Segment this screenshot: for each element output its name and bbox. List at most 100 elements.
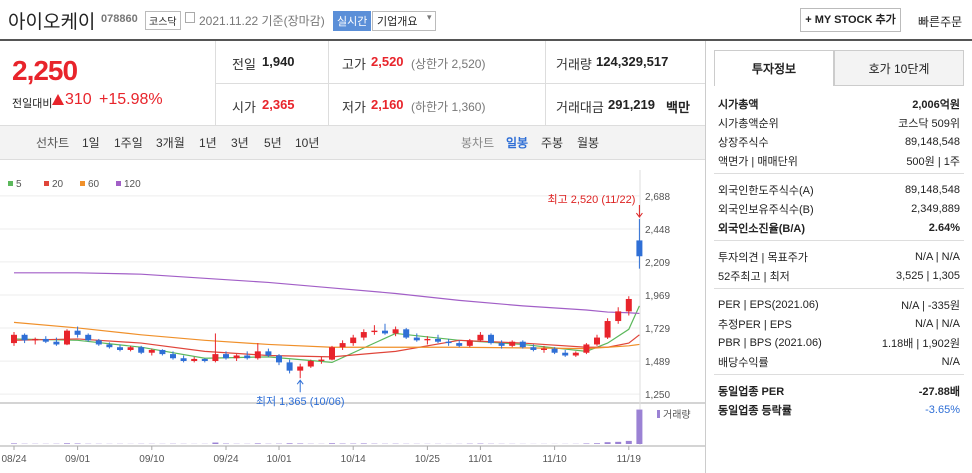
candle-body — [360, 332, 367, 338]
candle-body — [254, 351, 261, 359]
header-rule — [0, 39, 972, 41]
summary-label: 시가 — [232, 100, 256, 115]
candle-body — [551, 348, 558, 353]
candle-body — [297, 366, 304, 371]
volume-bar — [329, 443, 335, 444]
legend-swatch — [116, 181, 121, 186]
info-label: 52주최고 | 최저 — [718, 270, 790, 283]
info-row: 외국인소진율(B/A) 2.64% — [718, 218, 960, 237]
mystock-button[interactable]: + MY STOCK 추가 — [800, 8, 901, 32]
chart-tab[interactable]: 1일 — [82, 136, 100, 150]
info-value: -27.88배 — [918, 385, 960, 398]
ma-line — [13, 321, 640, 350]
info-label: 외국인보유주식수(B) — [718, 203, 814, 216]
info-row: 동일업종 PER -27.88배 — [718, 381, 960, 400]
x-tick-label: 09/10 — [139, 454, 164, 465]
chart-tab[interactable]: 1년 — [199, 136, 217, 150]
chart-tab[interactable]: 10년 — [295, 136, 320, 150]
candle-body — [350, 337, 357, 344]
candle-body — [191, 358, 198, 361]
side-separator — [714, 240, 964, 241]
candle-body — [435, 338, 441, 342]
chart-tab[interactable]: 1주일 — [114, 136, 143, 150]
y-tick-label: 1,729 — [645, 324, 670, 335]
info-row: 외국인한도주식수(A) 89,148,548 — [718, 180, 960, 199]
info-row: 투자의견 | 목표주가 N/A | N/A — [718, 247, 960, 266]
info-row: 외국인보유주식수(B) 2,349,889 — [718, 199, 960, 218]
info-value: N/A | -335원 — [901, 299, 960, 312]
legend-swatch — [80, 181, 85, 186]
high-annotation: 최고 2,520 (11/22) — [547, 193, 635, 206]
summary-label: 고가 — [342, 57, 366, 72]
candle-body — [53, 341, 60, 345]
candle-body — [477, 334, 484, 341]
chart-tab[interactable]: 3년 — [231, 136, 249, 150]
candle-body — [318, 359, 325, 361]
candle-body — [212, 354, 219, 361]
quick-order[interactable]: 빠른주문 — [918, 15, 963, 29]
realtime-badge[interactable]: 실시간 — [333, 11, 372, 31]
ma-line — [14, 272, 640, 315]
side-separator — [714, 173, 964, 174]
chart-tab[interactable]: 월봉 — [577, 136, 600, 150]
info-value: -3.65% — [925, 403, 960, 416]
candle-body — [488, 334, 494, 344]
change-label: 전일대비 — [12, 98, 53, 110]
candle-body — [392, 329, 399, 334]
y-tick-label: 1,969 — [645, 291, 670, 302]
overview-text: 기업개요 — [377, 16, 418, 28]
summary-value: 2,160 — [371, 97, 404, 112]
low-arrow — [296, 379, 304, 393]
summary-note: (상한가 2,520) — [411, 57, 486, 71]
info-row: 시가총액 2,006억원 — [718, 94, 960, 113]
overview-button[interactable]: 기업개요 ▾ — [372, 11, 437, 31]
candle-body — [85, 334, 92, 341]
candle-body — [604, 321, 611, 338]
info-value: N/A | N/A — [914, 317, 960, 330]
x-tick-label: 10/14 — [341, 454, 366, 465]
legend-label: 20 — [52, 179, 64, 190]
tab-bar — [0, 125, 705, 160]
chart-tab[interactable]: 5년 — [264, 136, 282, 150]
current-price: 2,250 — [12, 55, 78, 86]
side-tab[interactable]: 투자정보 — [714, 50, 834, 86]
chart-tab[interactable]: 3개월 — [156, 136, 185, 150]
volume-bar — [594, 443, 600, 444]
side-tab[interactable]: 호가 10단계 — [834, 50, 964, 86]
candle-body — [594, 337, 600, 345]
candle-body — [127, 347, 134, 350]
candle-body — [148, 349, 155, 353]
market-badge: 코스닥 — [145, 11, 181, 30]
candle-body — [32, 338, 39, 341]
summary-value: 2,520 — [371, 54, 404, 69]
summary-label: 거래량 — [556, 57, 592, 72]
info-value: 89,148,548 — [904, 135, 960, 148]
legend-swatch — [8, 181, 13, 186]
x-tick-label: 09/01 — [65, 454, 90, 465]
candle-body — [21, 334, 28, 341]
calendar-icon — [185, 12, 195, 23]
candle-body — [562, 352, 569, 356]
candle-body — [636, 240, 643, 257]
summary-note: (하한가 1,360) — [411, 100, 486, 114]
candle-body — [64, 330, 70, 345]
info-label: 배당수익률 — [718, 356, 769, 369]
side-divider — [705, 41, 706, 473]
date: 2021.11.22 기준(장마감) — [199, 14, 325, 28]
candle-body — [159, 349, 166, 355]
candle-body — [106, 344, 113, 348]
candle-body — [530, 347, 537, 350]
candle-body — [286, 362, 293, 371]
info-label: 외국인한도주식수(A) — [718, 184, 814, 197]
summary-value: 1,940 — [262, 54, 295, 69]
chart-tab[interactable]: 일봉 — [506, 136, 529, 150]
candle-body — [339, 343, 346, 348]
info-value: 89,148,548 — [904, 183, 960, 196]
chart-tab[interactable]: 주봉 — [541, 136, 564, 150]
candle-body — [74, 330, 81, 335]
candle-body — [583, 344, 590, 353]
y-tick-label: 1,489 — [645, 357, 670, 368]
info-value: 2,349,889 — [911, 202, 960, 215]
info-label: 외국인소진율(B/A) — [718, 222, 805, 235]
